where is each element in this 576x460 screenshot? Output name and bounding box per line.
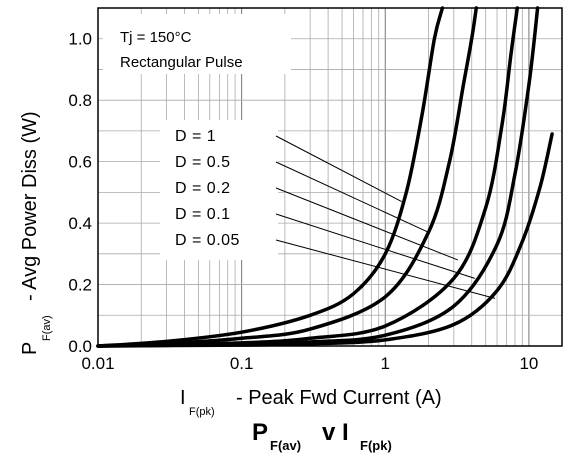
legend-box xyxy=(160,120,278,260)
y-axis-title: P F(av) - Avg Power Diss (W) xyxy=(19,111,53,355)
y-axis-title-rest: - Avg Power Diss (W) xyxy=(19,111,41,301)
annotation-line-2: Rectangular Pulse xyxy=(120,54,243,71)
legend-label-1: D = 0.5 xyxy=(175,154,231,171)
chart-title-p: P xyxy=(252,419,268,446)
x-axis-title-sub: F(pk) xyxy=(189,406,215,418)
legend-label-2: D = 0.2 xyxy=(175,180,231,197)
annotation-box xyxy=(103,14,291,74)
legend: D = 1 D = 0.5 D = 0.2 D = 0.1 D = 0.05 xyxy=(175,128,496,299)
legend-leader-0 xyxy=(275,135,402,203)
y-tick-label: 0.8 xyxy=(68,91,92,110)
y-tick-label: 0.2 xyxy=(68,276,92,295)
x-tick-label: 0.01 xyxy=(81,354,114,373)
x-axis-title-rest: - Peak Fwd Current (A) xyxy=(236,387,442,409)
curves xyxy=(96,6,554,348)
legend-leader-4 xyxy=(275,239,496,299)
y-axis-title-sub: F(av) xyxy=(41,315,53,341)
y-axis-title-main: P xyxy=(19,342,41,355)
legend-label-4: D = 0.05 xyxy=(175,232,240,249)
tick-labels: 0.01 0.1 1 10 0.0 0.2 0.4 0.6 0.8 1.0 xyxy=(68,30,538,373)
legend-leader-1 xyxy=(275,161,429,233)
legend-leader-2 xyxy=(275,187,459,261)
annotation-line-1: Tj = 150°C xyxy=(120,29,192,46)
y-tick-label: 0.0 xyxy=(68,337,92,356)
x-tick-label: 10 xyxy=(519,354,538,373)
series-line-4 xyxy=(96,132,554,348)
x-axis-title-main: I xyxy=(180,387,186,409)
y-tick-label: 0.4 xyxy=(68,214,92,233)
y-tick-label: 0.6 xyxy=(68,153,92,172)
y-tick-label: 1.0 xyxy=(68,30,92,49)
chart-title-sub2: F(pk) xyxy=(360,438,392,453)
x-tick-label: 1 xyxy=(381,354,390,373)
chart-title-sub1: F(av) xyxy=(270,438,301,453)
chart-title-mid: v I xyxy=(322,419,349,446)
legend-label-3: D = 0.1 xyxy=(175,206,231,223)
series-line-0 xyxy=(96,6,445,348)
x-tick-label: 0.1 xyxy=(230,354,254,373)
series-line-1 xyxy=(96,6,479,348)
plot-border xyxy=(97,7,563,347)
legend-label-0: D = 1 xyxy=(175,128,216,145)
legend-leader-3 xyxy=(275,213,475,279)
